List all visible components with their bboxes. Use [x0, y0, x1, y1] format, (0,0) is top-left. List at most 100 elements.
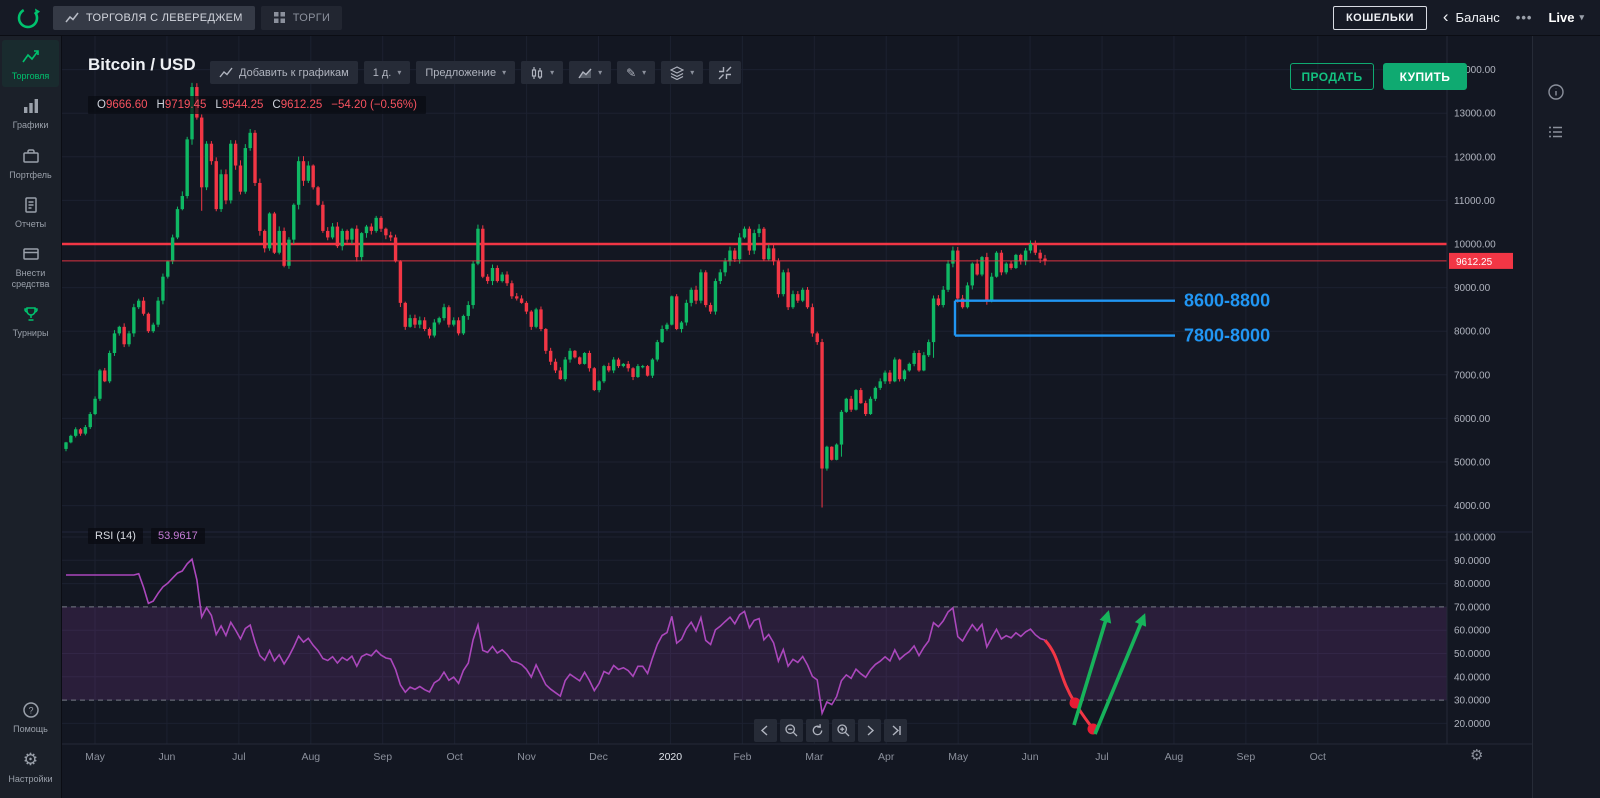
- gear-icon: ⚙: [1470, 747, 1484, 764]
- bar-chart-icon: [23, 99, 38, 114]
- object-tree-icon: [1549, 126, 1562, 138]
- sidebar-item-tournaments[interactable]: Турниры: [2, 297, 59, 344]
- sidebar: Торговля Графики Портфель Отчеты Внести …: [0, 36, 62, 798]
- go-to-end-button[interactable]: [884, 719, 907, 742]
- tab-exchange[interactable]: ТОРГИ: [260, 5, 343, 30]
- chart-canvas[interactable]: 8600-8800 7800-8000 14000.00 13000.00 12000.…: [62, 36, 1600, 798]
- zoom-out-icon: [785, 724, 798, 737]
- sidebar-item-help[interactable]: ? Помощь: [2, 693, 59, 740]
- svg-text:10000.00: 10000.00: [1454, 240, 1496, 251]
- low-label: L: [215, 99, 222, 111]
- interval-dropdown[interactable]: 1 д. ▾: [363, 61, 411, 84]
- add-to-charts-label: Добавить к графикам: [239, 66, 349, 79]
- tab-label: ТОРГИ: [292, 11, 331, 24]
- chart-settings-button[interactable]: ⚙: [1470, 746, 1483, 764]
- rsi-title: RSI (14): [88, 528, 143, 544]
- sidebar-item-settings[interactable]: ⚙ Настройки: [2, 743, 59, 790]
- tab-leverage-trading[interactable]: ТОРГОВЛЯ С ЛЕВЕРЕДЖЕМ: [53, 5, 255, 30]
- chevron-down-icon: ▾: [502, 68, 507, 77]
- sidebar-label: Внести средства: [11, 268, 50, 289]
- chevron-down-icon: ▾: [642, 68, 647, 77]
- feed-dropdown[interactable]: Предложение ▾: [416, 61, 516, 84]
- area-chart-icon: [578, 68, 592, 78]
- grid: [62, 36, 1447, 744]
- add-to-charts-button[interactable]: Добавить к графикам: [210, 61, 358, 84]
- svg-text:Feb: Feb: [733, 751, 751, 763]
- svg-text:5000.00: 5000.00: [1454, 458, 1491, 469]
- buy-button[interactable]: КУПИТЬ: [1383, 63, 1467, 90]
- pan-left-button[interactable]: [754, 719, 777, 742]
- svg-text:?: ?: [28, 706, 33, 716]
- sidebar-item-portfolio[interactable]: Портфель: [2, 139, 59, 186]
- chart-type-dropdown[interactable]: ▾: [569, 61, 612, 84]
- trophy-icon: [23, 307, 38, 321]
- svg-text:11000.00: 11000.00: [1454, 196, 1495, 207]
- svg-text:30.0000: 30.0000: [1454, 696, 1491, 707]
- close-value: 9612.25: [280, 99, 323, 111]
- sell-button[interactable]: ПРОДАТЬ: [1290, 63, 1374, 90]
- price-axis: 14000.00 13000.00 12000.00 11000.00 10000.00…: [1449, 65, 1513, 730]
- pan-right-button[interactable]: [858, 719, 881, 742]
- svg-text:Dec: Dec: [589, 751, 608, 763]
- high-value: 9719.45: [164, 99, 207, 111]
- tab-label: ТОРГОВЛЯ С ЛЕВЕРЕДЖЕМ: [86, 11, 243, 24]
- main-tabs: ТОРГОВЛЯ С ЛЕВЕРЕДЖЕМ ТОРГИ: [53, 5, 343, 30]
- indicators-dropdown[interactable]: ▾: [661, 61, 704, 84]
- skip-to-end-icon: [892, 725, 901, 736]
- svg-text:2020: 2020: [659, 751, 683, 763]
- interval-label: 1 д.: [372, 66, 392, 79]
- account-mode-dropdown[interactable]: Live ▾: [1548, 10, 1584, 25]
- sidebar-item-deposit[interactable]: Внести средства: [2, 237, 59, 295]
- svg-text:8600-8800: 8600-8800: [1184, 291, 1270, 311]
- trade-buttons: ПРОДАТЬ КУПИТЬ: [1290, 63, 1467, 90]
- trade-chart-icon: [21, 50, 39, 63]
- wallets-button[interactable]: КОШЕЛЬКИ: [1332, 5, 1427, 30]
- card-icon: [22, 248, 39, 261]
- svg-text:60.0000: 60.0000: [1454, 626, 1491, 637]
- svg-text:40.0000: 40.0000: [1454, 672, 1491, 683]
- chevron-left-icon: [760, 725, 768, 736]
- logo-icon: [17, 7, 40, 28]
- svg-text:Jun: Jun: [1022, 751, 1039, 763]
- more-menu-button[interactable]: •••: [1515, 10, 1533, 25]
- low-value: 9544.25: [221, 99, 264, 111]
- chevron-down-icon: ▾: [550, 68, 555, 77]
- info-button[interactable]: [1546, 82, 1566, 102]
- svg-text:80.0000: 80.0000: [1454, 579, 1491, 590]
- gear-icon: ⚙: [22, 749, 39, 769]
- sidebar-item-trading[interactable]: Торговля: [2, 40, 59, 88]
- balance-button[interactable]: ‹ Баланс: [1443, 8, 1500, 25]
- reset-view-button[interactable]: [806, 719, 829, 742]
- line-chart-icon: [219, 67, 233, 78]
- sidebar-label: Торговля: [11, 71, 50, 81]
- question-icon: ?: [22, 702, 39, 719]
- svg-text:Jun: Jun: [158, 751, 175, 763]
- zoom-out-button[interactable]: [780, 719, 803, 742]
- collapse-chart-button[interactable]: [709, 61, 742, 84]
- open-value: 9666.60: [105, 99, 148, 111]
- document-icon: [24, 197, 37, 213]
- sidebar-label: Настройки: [8, 773, 53, 784]
- live-label: Live: [1548, 10, 1575, 25]
- ohlc-readout: O9666.60 H9719.45 L9544.25 C9612.25 −54.…: [88, 96, 426, 114]
- chevron-down-icon: ▾: [598, 68, 603, 77]
- chart-nav-controls: [754, 719, 907, 742]
- svg-text:100.0000: 100.0000: [1454, 533, 1496, 544]
- info-icon: [1548, 84, 1564, 100]
- svg-text:12000.00: 12000.00: [1454, 152, 1496, 163]
- app-logo[interactable]: [15, 5, 41, 31]
- svg-text:90.0000: 90.0000: [1454, 556, 1491, 567]
- svg-text:14000.00: 14000.00: [1454, 65, 1496, 76]
- candle-style-dropdown[interactable]: ▾: [521, 61, 564, 84]
- rsi-readout: RSI (14) 53.9617: [88, 528, 205, 544]
- zoom-in-button[interactable]: [832, 719, 855, 742]
- sidebar-label: Турниры: [12, 328, 49, 339]
- sidebar-item-charts[interactable]: Графики: [2, 89, 59, 136]
- draw-tool-dropdown[interactable]: ✎ ▾: [617, 61, 656, 84]
- svg-text:20.0000: 20.0000: [1454, 719, 1491, 730]
- chart-panel: 8600-8800 7800-8000 14000.00 13000.00 12000.…: [62, 36, 1600, 798]
- sidebar-item-reports[interactable]: Отчеты: [2, 188, 59, 235]
- object-tree-button[interactable]: [1546, 122, 1566, 142]
- feed-label: Предложение: [425, 66, 497, 79]
- svg-text:Mar: Mar: [805, 751, 824, 763]
